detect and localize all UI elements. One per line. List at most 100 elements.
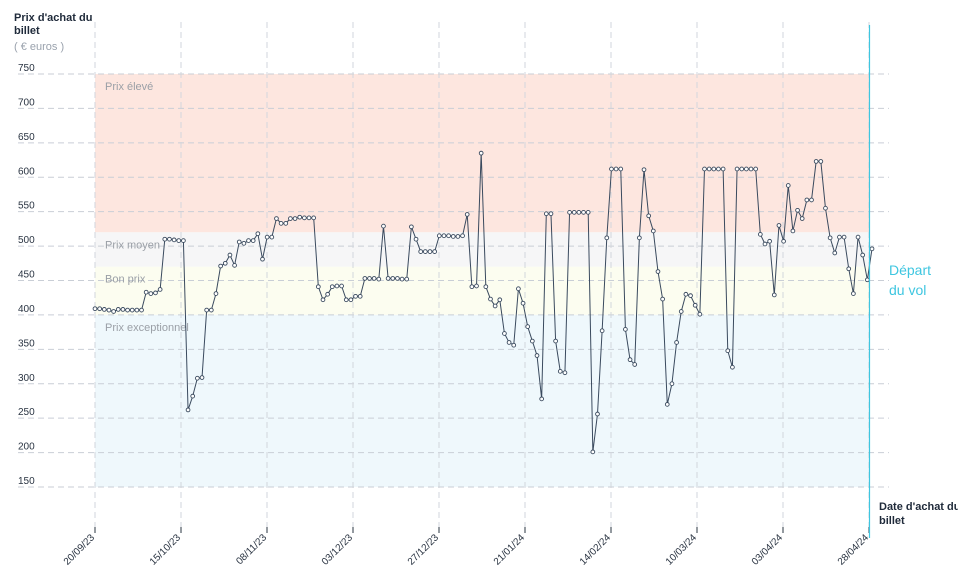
price-point xyxy=(720,166,726,172)
x-tick-label: 15/10/23 xyxy=(148,532,184,568)
price-point xyxy=(557,369,563,374)
price-point xyxy=(385,276,391,281)
price-point xyxy=(711,166,717,172)
y-tick-label: 500 xyxy=(18,235,35,246)
price-point xyxy=(525,324,531,329)
price-point xyxy=(869,246,875,252)
price-point xyxy=(432,249,437,254)
band-1 xyxy=(95,232,869,267)
price-point xyxy=(744,166,749,172)
y-tick-label: 300 xyxy=(18,373,35,384)
price-point xyxy=(111,309,116,314)
price-point xyxy=(185,407,191,413)
price-point xyxy=(776,223,782,228)
price-point xyxy=(199,375,205,380)
price-point xyxy=(236,239,242,245)
x-tick-label: 03/04/24 xyxy=(750,532,786,568)
price-point xyxy=(646,213,652,219)
price-point xyxy=(404,276,410,282)
price-point xyxy=(530,338,535,344)
price-point xyxy=(474,283,479,289)
price-point xyxy=(97,306,103,312)
price-point xyxy=(678,309,684,314)
y-axis-title: Prix d'achat du billet xyxy=(14,12,95,37)
price-point xyxy=(660,296,665,302)
price-point xyxy=(469,284,475,290)
price-point xyxy=(860,252,866,258)
price-point xyxy=(790,228,796,234)
price-point xyxy=(329,284,335,290)
band-label-0: Prix élevé xyxy=(105,81,153,93)
price-point xyxy=(725,348,731,354)
price-point xyxy=(548,211,554,217)
price-point xyxy=(446,233,451,239)
y-tick-label: 550 xyxy=(18,201,35,212)
y-tick-label: 250 xyxy=(18,407,35,418)
price-point xyxy=(274,216,279,221)
price-point xyxy=(683,291,689,297)
price-point xyxy=(799,216,805,221)
x-tick-label: 28/04/24 xyxy=(836,532,872,568)
price-point xyxy=(767,238,772,244)
price-point xyxy=(222,260,228,266)
x-tick-label: 03/12/23 xyxy=(320,532,356,568)
y-tick-label: 700 xyxy=(18,97,35,108)
price-point xyxy=(306,215,312,221)
price-point xyxy=(543,211,549,217)
price-point xyxy=(436,233,442,239)
price-point xyxy=(283,221,289,226)
price-point xyxy=(171,237,177,243)
price-point xyxy=(837,234,842,240)
price-point xyxy=(595,411,600,417)
price-point xyxy=(409,224,414,230)
price-point xyxy=(627,357,633,363)
price-point xyxy=(101,307,107,312)
price-point xyxy=(609,166,614,172)
price-point xyxy=(464,212,470,217)
price-point xyxy=(841,234,847,240)
price-point xyxy=(716,166,721,172)
price-point xyxy=(585,210,591,215)
price-point xyxy=(339,283,344,289)
price-point xyxy=(818,159,824,164)
price-point xyxy=(581,210,586,215)
price-point xyxy=(190,393,196,399)
y-tick-label: 400 xyxy=(18,304,35,315)
price-point xyxy=(697,311,703,317)
price-point xyxy=(730,364,735,370)
price-point xyxy=(92,306,98,312)
y-tick-label: 600 xyxy=(18,166,35,177)
price-point xyxy=(753,166,759,172)
price-point xyxy=(813,159,819,164)
price-point xyxy=(422,249,428,254)
price-point xyxy=(162,236,168,242)
price-point xyxy=(129,307,135,313)
y-tick-label: 350 xyxy=(18,338,35,349)
price-point xyxy=(692,302,698,308)
price-point xyxy=(650,228,656,234)
price-point xyxy=(502,331,507,336)
price-point xyxy=(488,296,493,302)
price-point xyxy=(688,293,693,298)
price-point xyxy=(106,307,112,313)
price-point xyxy=(292,216,298,221)
price-point xyxy=(450,234,456,239)
price-point xyxy=(511,342,517,348)
price-point xyxy=(846,266,852,272)
price-point xyxy=(204,307,210,313)
price-point xyxy=(195,375,200,381)
price-point xyxy=(757,232,763,237)
x-tick-label: 27/12/23 xyxy=(406,532,442,568)
price-point xyxy=(143,289,149,295)
price-point xyxy=(553,338,558,344)
price-point xyxy=(395,276,400,281)
price-point xyxy=(288,216,293,221)
price-point xyxy=(590,449,596,455)
departure-label: Départ du vol xyxy=(889,262,935,298)
price-point xyxy=(418,249,424,254)
price-point xyxy=(702,166,707,172)
price-point xyxy=(855,234,861,240)
price-point xyxy=(795,207,800,213)
price-point xyxy=(390,276,396,281)
